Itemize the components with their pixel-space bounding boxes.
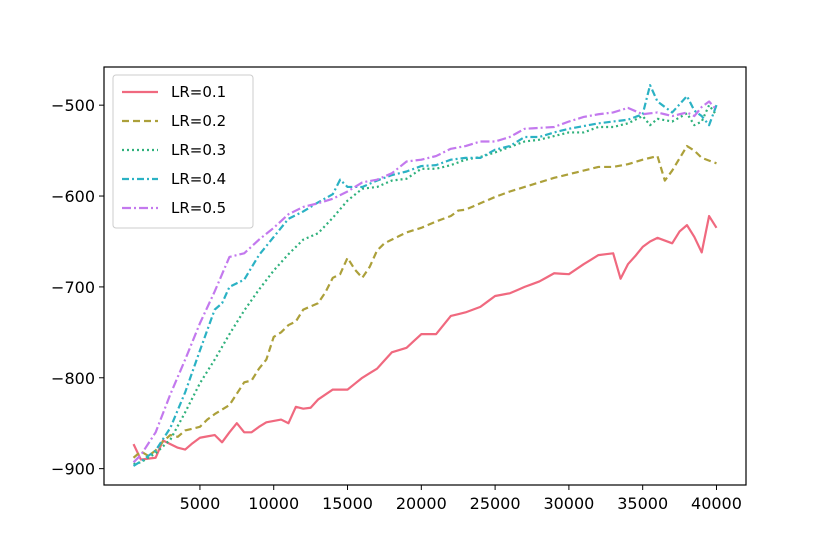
series-line-1 xyxy=(132,214,718,461)
series-line-4 xyxy=(132,84,718,467)
legend-label: LR=0.5 xyxy=(171,199,226,217)
legend-box xyxy=(112,74,254,229)
x-tick-label: 30000 xyxy=(543,494,594,513)
y-tick-label: −500 xyxy=(51,96,95,115)
y-tick-label: −600 xyxy=(51,187,95,206)
x-tick-label: 35000 xyxy=(617,494,668,513)
legend-label: LR=0.4 xyxy=(171,170,226,188)
series-line-5 xyxy=(132,100,718,464)
y-tick-label: −700 xyxy=(51,278,95,297)
x-tick-label: 5000 xyxy=(180,494,221,513)
plot-frame xyxy=(103,66,747,486)
legend: LR=0.1 LR=0.2 LR=0.3 LR=0.4 LR=0.5 xyxy=(112,74,254,229)
legend-label: LR=0.2 xyxy=(171,112,226,130)
y-tick-label: −800 xyxy=(51,369,95,388)
x-axis: 5000 10000 15000 20000 25000 30000 35000 40000 xyxy=(180,485,742,513)
x-tick-label: 20000 xyxy=(396,494,447,513)
x-tick-label: 15000 xyxy=(322,494,373,513)
series-layer xyxy=(132,84,718,467)
x-tick-label: 25000 xyxy=(470,494,521,513)
x-tick-label: 10000 xyxy=(248,494,299,513)
legend-label: LR=0.3 xyxy=(171,141,226,159)
y-tick-label: −900 xyxy=(51,460,95,479)
series-line-2 xyxy=(132,144,717,459)
y-axis: −900 −800 −700 −600 −500 xyxy=(51,96,104,479)
legend-label: LR=0.1 xyxy=(171,83,226,101)
x-tick-label: 40000 xyxy=(691,494,742,513)
